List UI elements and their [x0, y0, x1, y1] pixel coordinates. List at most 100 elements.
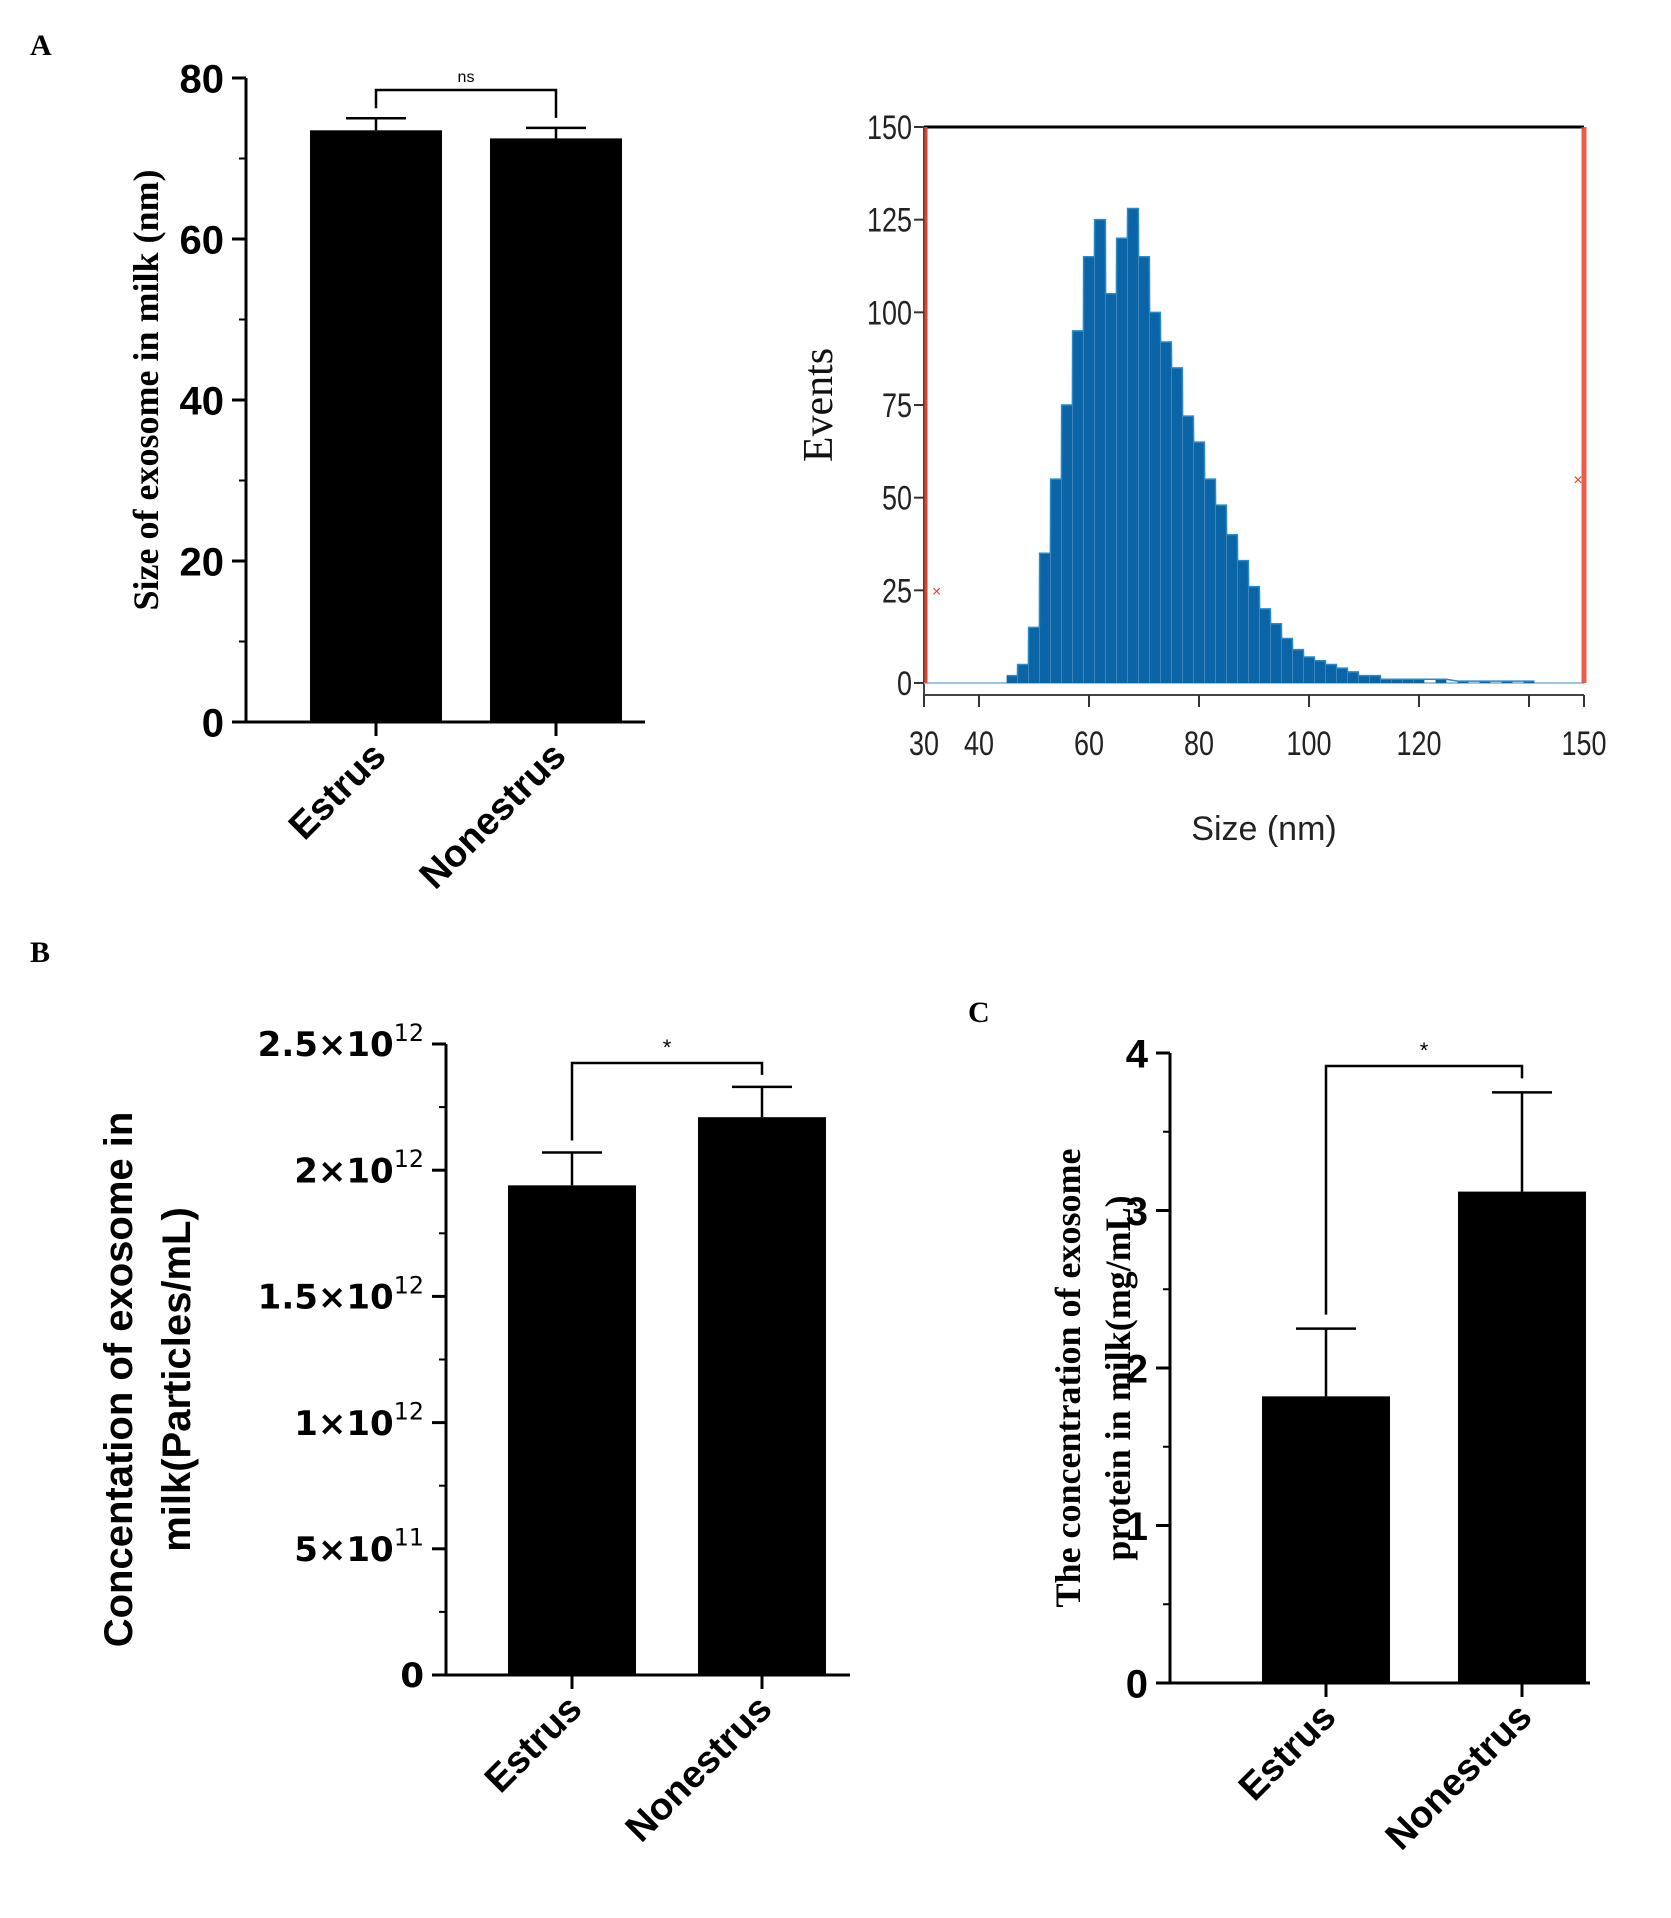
y-axis-label-line2: protein in milk(mg/mL) — [1098, 1195, 1138, 1560]
histogram-bin — [1138, 256, 1150, 683]
x-category-label: Estrus — [281, 735, 394, 848]
histogram-bin — [1457, 681, 1469, 683]
y-tick-label: 25 — [882, 572, 912, 610]
histogram-bin — [1204, 479, 1216, 683]
x-tick-label: 100 — [1287, 725, 1332, 763]
histogram-bin — [1028, 627, 1040, 683]
histogram-bin — [1292, 649, 1304, 683]
y-tick-label: 20 — [180, 540, 225, 584]
histogram-bin — [1105, 293, 1117, 683]
significance-label: * — [663, 1035, 672, 1060]
y-axis-label-line1: Concentation of exosome in — [97, 1112, 141, 1648]
y-tick-label: 1 — [1126, 1505, 1148, 1549]
y-tick-label-base: 1.5×10 — [258, 1278, 394, 1318]
histogram-bin — [1149, 312, 1161, 683]
y-tick-label: 3 — [1126, 1190, 1148, 1234]
panel-label-c: C — [968, 996, 990, 1029]
y-tick-label: 2×1012 — [294, 1145, 424, 1191]
bar-nonestrus — [698, 1117, 826, 1675]
y-tick-label: 60 — [180, 218, 225, 262]
histogram-bin — [1171, 367, 1183, 683]
y-tick-label: 0 — [1126, 1662, 1148, 1706]
histogram-bin — [1369, 675, 1381, 683]
histogram-bin — [1215, 505, 1227, 683]
histogram-bin — [1061, 405, 1073, 683]
histogram-bin — [1039, 553, 1051, 683]
histogram-bin — [1380, 679, 1392, 683]
y-axis-label-line1: The concentration of exosome — [1048, 1149, 1088, 1608]
y-tick-label: 0 — [400, 1656, 424, 1696]
y-tick-label: 5×1011 — [294, 1524, 424, 1570]
histogram-bin — [1182, 416, 1194, 683]
y-tick-label: 2.5×1012 — [258, 1019, 424, 1065]
x-tick-label: 80 — [1184, 725, 1214, 763]
histogram-bin — [1435, 679, 1447, 683]
y-axis-label: Events — [796, 348, 842, 462]
y-tick-label: 4 — [1126, 1032, 1149, 1076]
histogram-outline — [1006, 207, 1535, 682]
chart-a-size-histogram: × × 0 25 50 75 100 125 150 30 40 60 80 100 120 150 Size … — [796, 109, 1607, 848]
histogram-bin — [1358, 675, 1370, 683]
y-tick-label: 2 — [1126, 1347, 1148, 1391]
y-tick-label: 0 — [897, 665, 912, 703]
y-tick-label: 150 — [867, 109, 912, 147]
histogram-bin — [1248, 586, 1260, 683]
x-category-label: Nonestrus — [618, 1688, 781, 1851]
y-tick-label: 50 — [882, 480, 912, 518]
y-axis-label-line2: milk(Particles/mL) — [155, 1207, 199, 1552]
x-category-label: Nonestrus — [412, 735, 575, 898]
histogram-bin — [1116, 238, 1128, 683]
histogram-bin — [1237, 560, 1249, 683]
histogram-bin — [1270, 623, 1282, 683]
histogram-bin — [1160, 341, 1172, 683]
y-tick-label: 0 — [202, 701, 224, 745]
histogram-bin — [1479, 681, 1491, 683]
histogram-bin — [1094, 219, 1106, 683]
significance-bracket — [570, 1061, 764, 1141]
x-tick-label: 60 — [1074, 725, 1104, 763]
y-tick-label-exponent: 12 — [394, 1271, 424, 1299]
bar-nonestrus — [490, 138, 622, 722]
histogram-bin — [1050, 479, 1062, 683]
histogram-bin — [1501, 681, 1513, 683]
histogram-bin — [1402, 679, 1414, 683]
significance-label: ns — [458, 69, 475, 86]
histogram-bin — [1314, 660, 1326, 683]
significance-bracket — [1324, 1064, 1524, 1315]
y-tick-label-exponent: 12 — [394, 1145, 424, 1173]
significance-label: * — [1420, 1038, 1429, 1063]
y-tick-label-exponent: 12 — [394, 1019, 424, 1047]
y-tick-label: 1.5×1012 — [258, 1271, 424, 1317]
histogram-bin — [1127, 208, 1139, 683]
x-category-label: Estrus — [1231, 1696, 1344, 1809]
histogram-bin — [1072, 330, 1084, 683]
histogram-bin — [1391, 679, 1403, 683]
x-axis-label: Size (nm) — [1191, 810, 1336, 848]
y-tick-label-exponent: 11 — [394, 1524, 424, 1552]
y-tick-label: 1×1012 — [294, 1398, 424, 1444]
x-tick-label: 150 — [1562, 725, 1607, 763]
y-tick-label-base: 2.5×10 — [258, 1025, 394, 1065]
x-category-label: Estrus — [477, 1688, 590, 1801]
y-tick-label: 40 — [180, 379, 225, 423]
histogram-bin — [1083, 256, 1095, 683]
y-tick-label-base: 5×10 — [294, 1530, 393, 1570]
chart-c-protein-concentration: 0 1 2 3 4 Estrus Nonestrus * The concentration o… — [1048, 1032, 1590, 1858]
bar-nonestrus — [1458, 1191, 1586, 1683]
significance-bracket — [374, 88, 558, 118]
bar-estrus — [508, 1185, 636, 1675]
histogram-bin — [1259, 608, 1271, 683]
y-tick-label: 125 — [867, 202, 912, 240]
histogram-bin — [1017, 664, 1029, 683]
x-category-label: Nonestrus — [1378, 1696, 1541, 1859]
x-tick-label: 120 — [1397, 725, 1442, 763]
histogram-bin — [1523, 681, 1535, 683]
gate-marker-left: × — [932, 583, 941, 600]
y-tick-label-base: 0 — [400, 1656, 424, 1696]
panel-label-b: B — [30, 936, 50, 969]
histogram-bin — [1303, 657, 1315, 683]
y-tick-label: 100 — [867, 294, 912, 332]
y-tick-label-exponent: 12 — [394, 1398, 424, 1426]
chart-a-size-bar: 0 20 40 60 80 Estrus Nonestrus ns Size of exosom… — [126, 57, 645, 897]
